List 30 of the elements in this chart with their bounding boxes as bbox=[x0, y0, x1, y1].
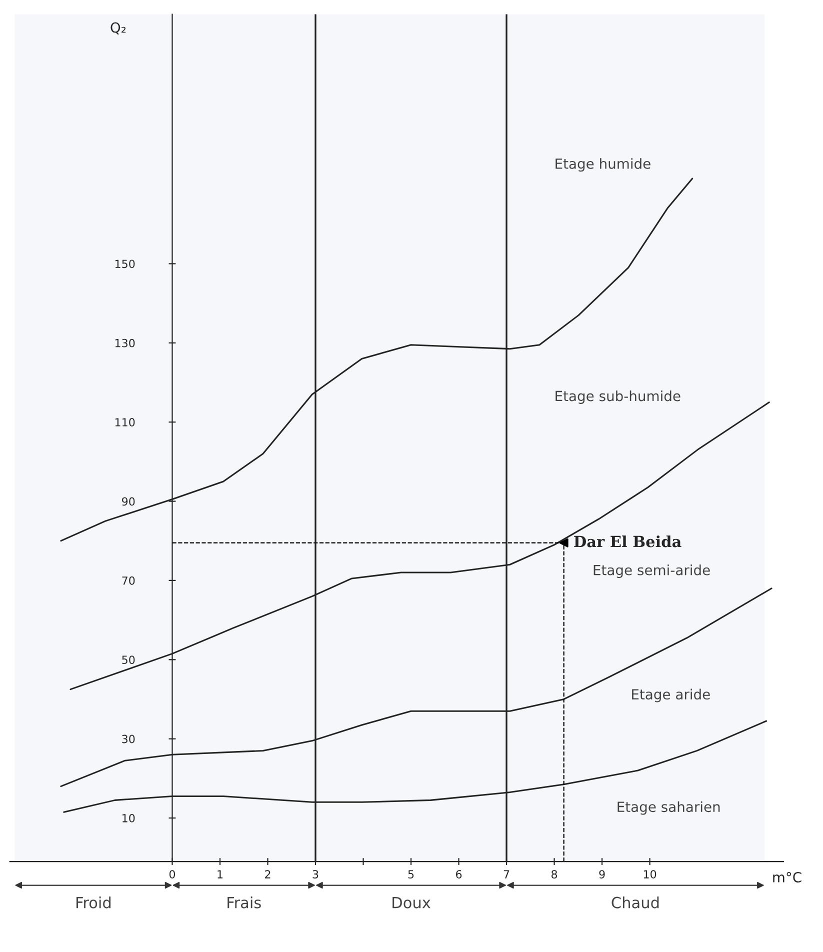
y-tick-label: 110 bbox=[115, 418, 135, 426]
x-tick-label: 2 bbox=[265, 870, 270, 878]
band-label: Doux bbox=[392, 897, 430, 908]
band-label: Chaud bbox=[612, 896, 659, 908]
y-tick-label: 30 bbox=[122, 734, 135, 744]
y-tick-label: 70 bbox=[122, 576, 135, 585]
annotation: Etage aride bbox=[632, 688, 710, 702]
series-label: Dar El Beida bbox=[574, 535, 682, 548]
annotation: Etage sub-humide bbox=[556, 390, 680, 404]
annotation: Etage semi-aride bbox=[594, 564, 710, 578]
x-tick-label: 3 bbox=[312, 870, 318, 878]
y-tick-label: 10 bbox=[122, 814, 135, 822]
y-tick-label: 50 bbox=[122, 656, 135, 664]
x-tick-label: 0 bbox=[169, 870, 176, 878]
annotation: Etage saharien bbox=[618, 801, 720, 815]
band-label: Frais bbox=[228, 896, 261, 908]
band-label: Froid bbox=[76, 896, 111, 908]
x-tick-label: 7 bbox=[504, 870, 510, 878]
x-tick-label: 9 bbox=[599, 870, 605, 878]
x-tick-label: 5 bbox=[408, 870, 414, 878]
x-tick-label: 1 bbox=[218, 870, 223, 878]
y-axis-title: Q₂ bbox=[110, 22, 126, 34]
y-tick-label: 130 bbox=[115, 338, 135, 348]
x-tick-label: 10 bbox=[644, 870, 656, 878]
annotation: Etage humide bbox=[556, 158, 650, 172]
x-tick-label: 6 bbox=[456, 870, 462, 878]
y-tick-label: 150 bbox=[115, 260, 135, 268]
y-tick-label: 90 bbox=[122, 497, 135, 506]
x-tick-label: 8 bbox=[551, 870, 558, 878]
x-axis-title: m°C bbox=[773, 872, 802, 882]
